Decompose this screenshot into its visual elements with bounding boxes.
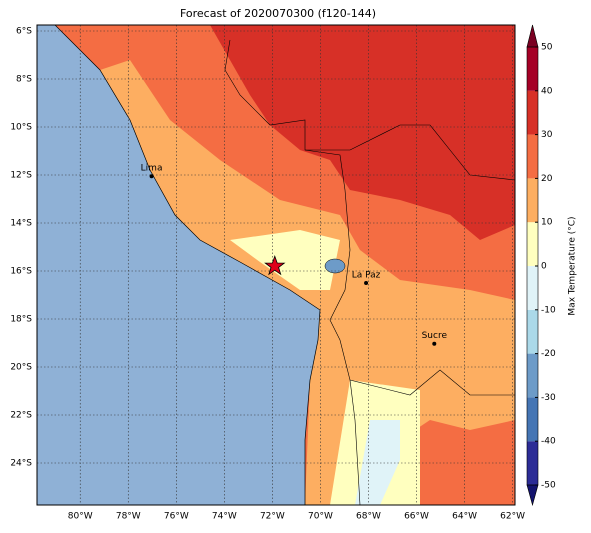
contour-0-10 [230, 230, 340, 290]
ocean [37, 25, 321, 505]
y-tick-label: 14°S [10, 219, 32, 229]
contour-m10-0 [355, 420, 400, 505]
colorbar-segment [527, 441, 538, 485]
colorbar-tick-label: 30 [541, 130, 553, 140]
colorbar-segment [527, 90, 538, 135]
x-tick-label: 68°W [356, 512, 381, 522]
colorbar-tick-label: 10 [541, 218, 553, 228]
lake [324, 258, 346, 274]
colorbar-tick-label: -40 [541, 437, 556, 447]
colorbar-under [526, 484, 539, 507]
x-tick-label: 76°W [164, 512, 189, 522]
colorbar-segment [527, 309, 538, 354]
colorbar-tick-label: -20 [541, 349, 556, 359]
colorbar-segment [527, 222, 538, 266]
colorbar-tick-label: -10 [541, 305, 556, 315]
border [305, 124, 515, 181]
y-tick-label: 24°S [10, 459, 32, 469]
city-marker [149, 174, 154, 179]
y-tick-label: 8°S [16, 75, 32, 85]
star-marker [264, 254, 286, 276]
x-tick-label: 70°W [308, 512, 333, 522]
x-tick-label: 74°W [212, 512, 237, 522]
y-tick-label: 20°S [10, 363, 32, 373]
axis-labels: 80°W 78°W 76°W 74°W 72°W 70°W 68°W 66°W 64°W 62°W… [10, 27, 525, 522]
colorbar-segment [527, 47, 538, 91]
y-tick-label: 10°S [10, 123, 32, 133]
colorbar-segment [527, 266, 538, 310]
y-tick-label: 16°S [10, 267, 32, 277]
y-tick-label: 18°S [10, 315, 32, 325]
colorbar-tick-label: 40 [541, 86, 553, 96]
map-area: Lima La Paz Sucre [37, 25, 515, 505]
colorbar-segment [527, 134, 538, 179]
colorbar: -50 -40 -30 -20 -10 0 10 20 30 40 50 Max Temperatur… [526, 24, 578, 507]
grid [37, 25, 515, 505]
y-tick-label: 6°S [16, 27, 32, 37]
city-label: Lima [141, 164, 163, 174]
colorbar-tick-label: 50 [541, 43, 553, 53]
markers: Lima La Paz Sucre [141, 164, 448, 346]
y-tick-label: 22°S [10, 411, 32, 421]
colorbar-tick-label: -30 [541, 393, 556, 403]
colorbar-tick-label: -50 [541, 481, 556, 491]
x-tick-label: 72°W [260, 512, 285, 522]
city-label: Sucre [422, 331, 448, 341]
title: Forecast of 2020070300 (f120-144) [180, 7, 376, 20]
x-tick-label: 64°W [452, 512, 477, 522]
y-tick-label: 12°S [10, 171, 32, 181]
border [349, 369, 515, 396]
colorbar-over [526, 24, 539, 48]
colorbar-tick-label: 20 [541, 174, 553, 184]
frame [36, 24, 516, 506]
colorbar-label: Max Temperature (°C) [568, 216, 578, 315]
border [224, 39, 361, 505]
city-marker [364, 281, 369, 285]
colorbar-segment [527, 178, 538, 223]
x-tick-label: 62°W [500, 512, 525, 522]
x-tick-label: 78°W [116, 512, 141, 522]
x-tick-label: 80°W [68, 512, 93, 522]
colorbar-tick-label: 0 [541, 262, 547, 272]
colorbar-segment [527, 353, 538, 398]
x-tick-label: 66°W [404, 512, 429, 522]
city-label: La Paz [352, 271, 381, 281]
colorbar-segment [527, 397, 538, 442]
city-marker [432, 341, 437, 346]
